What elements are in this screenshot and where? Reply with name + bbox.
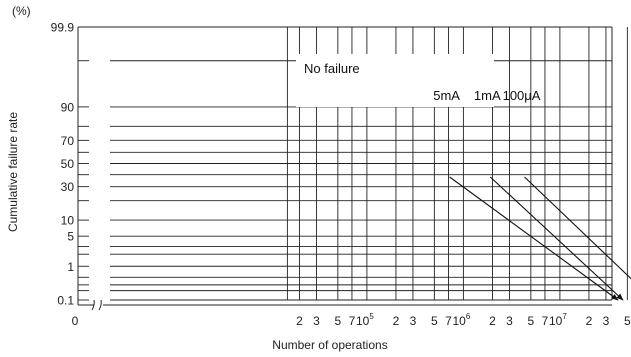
y-tick-label: 10 <box>61 214 75 228</box>
axis-break-mark <box>91 299 95 311</box>
x-tick-label: 7 <box>349 314 356 328</box>
y-tick-label: 90 <box>61 100 75 114</box>
x-tick-label: 3 <box>603 314 610 328</box>
axis-break-mark <box>98 299 102 311</box>
x-tick-label: 3 <box>410 314 417 328</box>
y-tick-label: 1 <box>67 260 74 274</box>
series-label-0: 5mA <box>433 88 460 103</box>
x-tick-label: 0 <box>72 314 79 328</box>
x-tick-label: 105 <box>356 312 374 328</box>
annotation-no-failure: No failure <box>304 61 360 76</box>
series-label-1: 1mA <box>474 88 501 103</box>
plot-marks: No failure 5mA 1mA 100μA <box>296 54 631 301</box>
x-tick-label: 2 <box>586 314 593 328</box>
x-tick-label: 7 <box>542 314 549 328</box>
x-axis-title: Number of operations <box>272 338 387 352</box>
x-tick-label: 5 <box>431 314 438 328</box>
y-axis-title: Cumulative failure rate <box>6 112 20 232</box>
series-line-0 <box>449 176 619 301</box>
y-tick-label: 30 <box>61 180 75 194</box>
x-tick-label: 5 <box>624 314 631 328</box>
y-tick-label: 99.9 <box>51 21 75 35</box>
series-label-2: 100μA <box>503 88 541 103</box>
y-tick-label: 0.1 <box>57 294 74 308</box>
x-tick-label: 3 <box>313 314 320 328</box>
series-line-1 <box>489 176 624 301</box>
x-tick-label: 2 <box>296 314 303 328</box>
x-tick-label: 5 <box>528 314 535 328</box>
y-tick-label: 5 <box>67 230 74 244</box>
x-tick-label: 2 <box>489 314 496 328</box>
y-axis-unit: (%) <box>12 4 31 18</box>
y-tick-label: 50 <box>61 157 75 171</box>
x-tick-label: 106 <box>452 312 470 328</box>
x-tick-label: 7 <box>445 314 452 328</box>
x-tick-label: 2 <box>393 314 400 328</box>
series-line-2 <box>524 176 631 280</box>
x-tick-label: 5 <box>335 314 342 328</box>
x-tick-label: 107 <box>549 312 567 328</box>
x-tick-label: 3 <box>506 314 513 328</box>
annotation-box <box>296 54 494 107</box>
y-tick-label: 70 <box>61 134 75 148</box>
